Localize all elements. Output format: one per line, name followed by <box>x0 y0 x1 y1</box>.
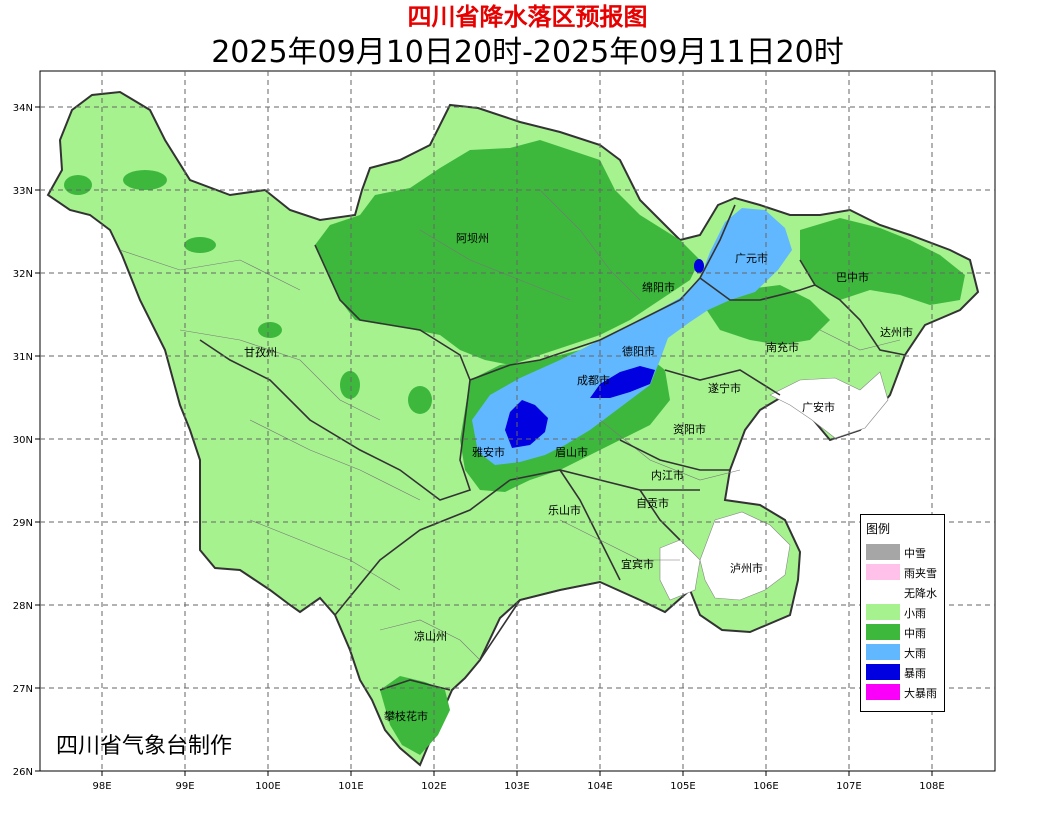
label-guangan: 广安市 <box>802 400 835 414</box>
lon-tick-98: 98E <box>92 781 111 792</box>
label-neijiang: 内江市 <box>651 468 684 482</box>
longitude-axis: 98E 99E 100E 101E 102E 103E 104E 105E 10… <box>92 771 945 792</box>
label-yibin: 宜宾市 <box>621 557 654 571</box>
label-leshan: 乐山市 <box>548 503 581 517</box>
legend-label: 雨夹雪 <box>904 567 937 580</box>
legend-swatch <box>866 624 900 640</box>
legend-item-moderate-rain: 中雨 <box>866 623 942 641</box>
legend-swatch <box>866 584 900 600</box>
label-bazhong: 巴中市 <box>836 270 869 284</box>
legend: 图例 中雪 雨夹雪 无降水 小雨 中雨 大雨 暴雨 大暴雨 <box>860 514 945 712</box>
lat-tick-30: 30N <box>13 435 33 446</box>
legend-item-sleet: 雨夹雪 <box>866 563 942 581</box>
legend-item-heavy-rain: 大雨 <box>866 643 942 661</box>
no-precip-areas <box>659 371 889 601</box>
lon-tick-99: 99E <box>175 781 194 792</box>
lon-tick-104: 104E <box>587 781 612 792</box>
legend-item-no-precip: 无降水 <box>866 583 942 601</box>
legend-item-rainstorm: 暴雨 <box>866 663 942 681</box>
label-yaan: 雅安市 <box>472 445 505 459</box>
lon-tick-105: 105E <box>670 781 695 792</box>
lat-tick-31: 31N <box>13 352 33 363</box>
legend-label: 大雨 <box>904 647 926 660</box>
legend-label: 小雨 <box>904 607 926 620</box>
label-dazhou: 达州市 <box>880 325 913 339</box>
legend-swatch <box>866 664 900 680</box>
prefecture-boundaries <box>199 204 906 691</box>
lon-tick-101: 101E <box>338 781 363 792</box>
label-chengdu: 成都市 <box>577 373 610 387</box>
lat-tick-29: 29N <box>13 518 33 529</box>
label-deyang: 德阳市 <box>622 344 655 358</box>
forecast-period: 2025年09月10日20时-2025年09月11日20时 <box>211 35 844 70</box>
legend-label: 中雨 <box>904 627 926 640</box>
heavy-rain-area <box>472 208 792 465</box>
legend-swatch <box>866 544 900 560</box>
legend-label: 暴雨 <box>904 667 926 680</box>
lon-tick-103: 103E <box>504 781 529 792</box>
county-boundaries <box>119 189 901 661</box>
label-liangshan: 凉山州 <box>414 629 447 643</box>
label-ganzi: 甘孜州 <box>244 345 277 359</box>
label-ziyang: 资阳市 <box>673 422 706 436</box>
legend-label: 大暴雨 <box>904 687 937 700</box>
legend-item-moderate-snow: 中雪 <box>866 543 942 561</box>
lon-tick-106: 106E <box>753 781 778 792</box>
lon-tick-100: 100E <box>255 781 280 792</box>
lon-tick-102: 102E <box>421 781 446 792</box>
lat-tick-33: 33N <box>13 186 33 197</box>
label-guangyuan: 广元市 <box>735 251 768 265</box>
legend-label: 中雪 <box>904 547 926 560</box>
lat-tick-32: 32N <box>13 269 33 280</box>
lon-tick-107: 107E <box>836 781 861 792</box>
legend-swatch <box>866 644 900 660</box>
map-title: 四川省降水落区预报图 <box>407 3 648 31</box>
label-mianyang: 绵阳市 <box>642 280 675 294</box>
legend-swatch <box>866 684 900 700</box>
label-zigong: 自贡市 <box>636 496 669 510</box>
legend-swatch <box>866 564 900 580</box>
legend-title: 图例 <box>866 522 891 536</box>
graticule <box>40 71 995 771</box>
latitude-axis: 34N 33N 32N 31N 30N 29N 28N 27N 26N <box>13 103 40 778</box>
producer-credit: 四川省气象台制作 <box>56 734 232 759</box>
label-panzhihua: 攀枝花市 <box>384 709 428 723</box>
lat-tick-28: 28N <box>13 601 33 612</box>
legend-item-heavy-rainstorm: 大暴雨 <box>866 683 942 701</box>
lat-tick-34: 34N <box>13 103 33 114</box>
legend-label: 无降水 <box>904 587 937 600</box>
lon-tick-108: 108E <box>919 781 944 792</box>
label-aba: 阿坝州 <box>456 231 489 245</box>
label-meishan: 眉山市 <box>555 445 588 459</box>
lat-tick-26: 26N <box>13 767 33 778</box>
rainstorm-areas <box>505 259 704 448</box>
label-luzhou: 泸州市 <box>730 561 763 575</box>
lat-tick-27: 27N <box>13 684 33 695</box>
legend-item-light-rain: 小雨 <box>866 603 942 621</box>
city-labels: 阿坝州 广元市 绵阳市 巴中市 达州市 南充市 德阳市 甘孜州 成都市 遂宁市 … <box>244 231 913 723</box>
legend-swatch <box>866 604 900 620</box>
label-suining: 遂宁市 <box>708 381 741 395</box>
label-nanchong: 南充市 <box>766 340 799 354</box>
